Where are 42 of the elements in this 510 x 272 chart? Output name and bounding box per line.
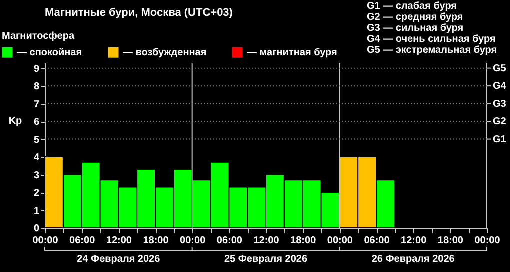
- x-tick-label: 18:00: [143, 236, 170, 246]
- text: G1 — слабая буря: [367, 1, 458, 12]
- text: 25 Февраля 2026: [224, 254, 308, 265]
- ref-line-label: G3: [493, 98, 507, 110]
- text: 24 Февраля 2026: [77, 254, 161, 265]
- ref-line-label: G5: [493, 63, 507, 74]
- legend-label: — возбужденная: [123, 48, 207, 59]
- y-tick-label: 4: [34, 152, 40, 164]
- y-tick-label: 5: [34, 134, 40, 146]
- legend-title: Магнитосфера: [2, 31, 75, 42]
- x-tick-label: 06:00: [216, 236, 243, 246]
- y-axis-title: Kp: [8, 116, 22, 127]
- x-tick-label: 12:00: [254, 236, 280, 246]
- y-tick-label: 8: [34, 82, 40, 93]
- ref-line-label: G4: [493, 81, 507, 92]
- x-tick-label: 12:00: [106, 236, 132, 246]
- text: G3 — сильная буря: [367, 23, 464, 34]
- x-tick-label: 12:00: [401, 236, 428, 246]
- y-tick-label: 2: [34, 188, 40, 200]
- y-tick-label: 9: [34, 64, 40, 75]
- x-tick-label: 18:00: [290, 236, 317, 246]
- x-tick-label: 06:00: [364, 236, 390, 246]
- text: G5 — экстремальная буря: [367, 45, 498, 56]
- ref-line-label: G2: [493, 116, 507, 128]
- y-tick-label: 6: [34, 117, 40, 128]
- y-tick-label: 1: [34, 206, 40, 217]
- chart-title: Магнитные бури, Москва (UTC+03): [45, 7, 234, 19]
- x-tick-label: 00:00: [327, 236, 354, 246]
- y-tick-label: 0: [34, 224, 40, 234]
- legend-label: — спокойная: [17, 48, 82, 59]
- text: G2 — средняя буря: [367, 12, 464, 23]
- x-tick-label: 00:00: [474, 236, 501, 246]
- x-tick-label: 00:00: [180, 236, 206, 246]
- ref-line-label: G1: [493, 134, 507, 146]
- text: 26 Февраля 2026: [372, 254, 456, 265]
- y-tick-label: 3: [34, 170, 40, 182]
- x-tick-label: 00:00: [32, 236, 59, 246]
- text: G4 — очень сильная буря: [367, 34, 496, 45]
- legend-label: — магнитная буря: [247, 48, 338, 59]
- y-tick-label: 7: [34, 99, 40, 110]
- x-tick-label: 18:00: [438, 236, 464, 246]
- x-tick-label: 06:00: [70, 236, 96, 246]
